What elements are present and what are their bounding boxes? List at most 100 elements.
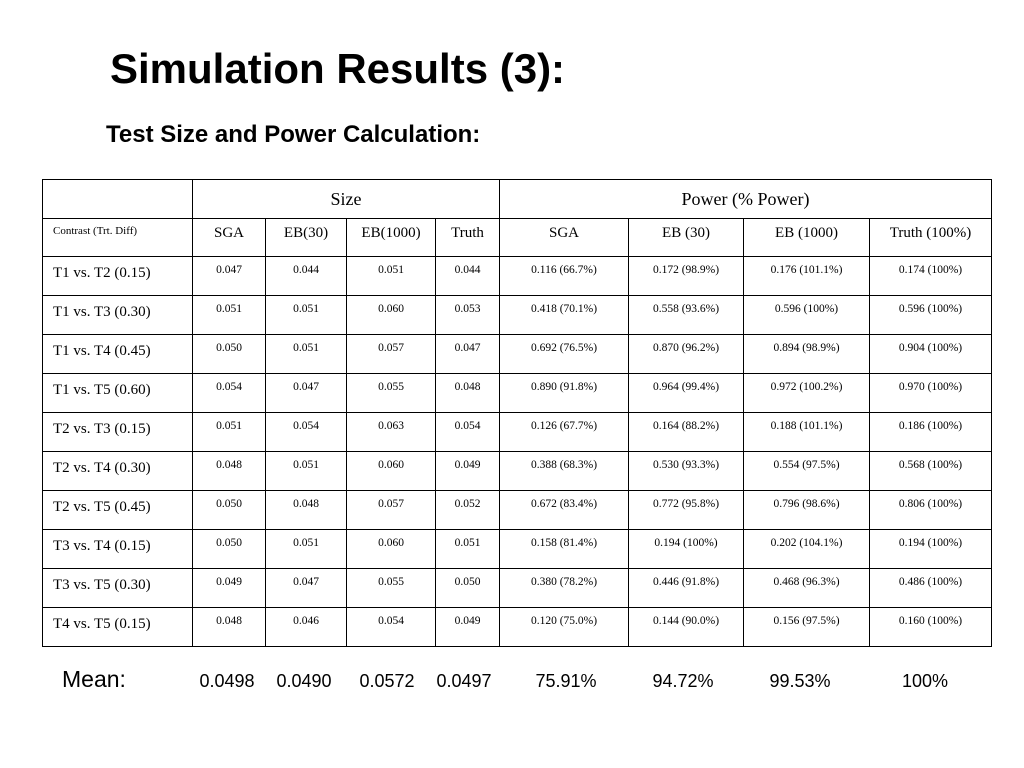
mean-label: Mean: (62, 666, 126, 692)
value-cell: 0.044 (435, 256, 500, 296)
value-cell: 0.964 (99.4%) (628, 373, 744, 413)
value-cell: 0.194 (100%) (868, 529, 993, 569)
value-cell: 0.672 (83.4%) (499, 490, 629, 530)
value-cell: 0.048 (192, 607, 266, 647)
contrast-cell: T1 vs. T5 (0.60) (42, 373, 193, 413)
power-group-header: Power (% Power) (498, 179, 993, 219)
value-cell: 0.051 (265, 334, 347, 374)
mean-value-eb30-power: 94.72% (652, 671, 714, 691)
value-cell: 0.870 (96.2%) (628, 334, 744, 374)
value-cell: 0.049 (435, 607, 500, 647)
value-cell: 0.057 (346, 490, 436, 530)
value-cell: 0.047 (435, 334, 500, 374)
value-cell: 0.890 (91.8%) (499, 373, 629, 413)
value-cell: 0.468 (96.3%) (743, 568, 870, 608)
value-cell: 0.486 (100%) (868, 568, 993, 608)
value-cell: 0.054 (435, 412, 500, 452)
value-cell: 0.052 (435, 490, 500, 530)
contrast-cell: T4 vs. T5 (0.15) (42, 607, 193, 647)
value-cell: 0.120 (75.0%) (499, 607, 629, 647)
size-group-header: Size (192, 179, 500, 219)
value-cell: 0.046 (265, 607, 347, 647)
mean-value-eb30-size: 0.0490 (276, 671, 332, 691)
value-cell: 0.164 (88.2%) (628, 412, 744, 452)
contrast-cell: T3 vs. T5 (0.30) (42, 568, 193, 608)
value-cell: 0.446 (91.8%) (628, 568, 744, 608)
column-header: EB(30) (265, 218, 347, 257)
value-cell: 0.051 (265, 295, 347, 335)
value-cell: 0.160 (100%) (868, 607, 993, 647)
value-cell: 0.047 (265, 373, 347, 413)
value-cell: 0.055 (346, 373, 436, 413)
mean-value-eb1000-power: 99.53% (769, 671, 831, 691)
value-cell: 0.380 (78.2%) (499, 568, 629, 608)
value-cell: 0.054 (192, 373, 266, 413)
mean-value-eb1000-size: 0.0572 (359, 671, 415, 691)
value-cell: 0.202 (104.1%) (743, 529, 870, 569)
value-cell: 0.554 (97.5%) (743, 451, 870, 491)
value-cell: 0.156 (97.5%) (743, 607, 870, 647)
value-cell: 0.051 (435, 529, 500, 569)
value-cell: 0.060 (346, 451, 436, 491)
column-header: SGA (499, 218, 629, 257)
value-cell: 0.904 (100%) (868, 334, 993, 374)
value-cell: 0.063 (346, 412, 436, 452)
value-cell: 0.050 (192, 490, 266, 530)
mean-value-truth-power: 100% (901, 671, 949, 691)
mean-value-sga-power: 75.91% (535, 671, 597, 691)
value-cell: 0.060 (346, 529, 436, 569)
value-cell: 0.194 (100%) (628, 529, 744, 569)
value-cell: 0.568 (100%) (868, 451, 993, 491)
column-header: EB (1000) (743, 218, 870, 257)
value-cell: 0.144 (90.0%) (628, 607, 744, 647)
table-row: T1 vs. T3 (0.30) 0.051 0.051 0.060 0.053 0.41… (42, 295, 993, 335)
table-row: T3 vs. T4 (0.15) 0.050 0.051 0.060 0.051 0.15… (42, 529, 993, 569)
table-row: T3 vs. T5 (0.30) 0.049 0.047 0.055 0.050 0.38… (42, 568, 993, 608)
value-cell: 0.049 (435, 451, 500, 491)
value-cell: 0.048 (265, 490, 347, 530)
value-cell: 0.772 (95.8%) (628, 490, 744, 530)
value-cell: 0.186 (100%) (868, 412, 993, 452)
value-cell: 0.116 (66.7%) (499, 256, 629, 296)
value-cell: 0.047 (265, 568, 347, 608)
value-cell: 0.172 (98.9%) (628, 256, 744, 296)
contrast-cell: T1 vs. T4 (0.45) (42, 334, 193, 374)
value-cell: 0.047 (192, 256, 266, 296)
value-cell: 0.053 (435, 295, 500, 335)
table-row: T2 vs. T4 (0.30) 0.048 0.051 0.060 0.049 0.38… (42, 451, 993, 491)
value-cell: 0.054 (346, 607, 436, 647)
value-cell: 0.418 (70.1%) (499, 295, 629, 335)
value-cell: 0.796 (98.6%) (743, 490, 870, 530)
slide-title: Simulation Results (3): (110, 45, 566, 92)
value-cell: 0.050 (435, 568, 500, 608)
column-header: SGA (192, 218, 266, 257)
value-cell: 0.050 (192, 529, 266, 569)
value-cell: 0.970 (100%) (868, 373, 993, 413)
empty-corner-cell (42, 179, 193, 219)
group-header-row: Size Power (% Power) (42, 179, 993, 219)
value-cell: 0.530 (93.3%) (628, 451, 744, 491)
column-header: Truth (100%) (868, 218, 993, 257)
value-cell: 0.060 (346, 295, 436, 335)
value-cell: 0.050 (192, 334, 266, 374)
value-cell: 0.158 (81.4%) (499, 529, 629, 569)
table-row: T1 vs. T4 (0.45) 0.050 0.051 0.057 0.047 0.69… (42, 334, 993, 374)
value-cell: 0.692 (76.5%) (499, 334, 629, 374)
value-cell: 0.051 (346, 256, 436, 296)
value-cell: 0.894 (98.9%) (743, 334, 870, 374)
contrast-cell: T2 vs. T3 (0.15) (42, 412, 193, 452)
value-cell: 0.051 (265, 529, 347, 569)
contrast-cell: T1 vs. T3 (0.30) (42, 295, 193, 335)
value-cell: 0.044 (265, 256, 347, 296)
value-cell: 0.596 (100%) (743, 295, 870, 335)
slide-subtitle: Test Size and Power Calculation: (106, 121, 481, 148)
value-cell: 0.048 (192, 451, 266, 491)
value-cell: 0.054 (265, 412, 347, 452)
contrast-cell: T2 vs. T5 (0.45) (42, 490, 193, 530)
value-cell: 0.051 (265, 451, 347, 491)
table-row: T2 vs. T3 (0.15) 0.051 0.054 0.063 0.054 0.12… (42, 412, 993, 452)
column-header-row: Contrast (Trt. Diff) SGA EB(30) EB(1000)… (42, 218, 993, 257)
column-header: Truth (435, 218, 500, 257)
value-cell: 0.051 (192, 412, 266, 452)
value-cell: 0.188 (101.1%) (743, 412, 870, 452)
